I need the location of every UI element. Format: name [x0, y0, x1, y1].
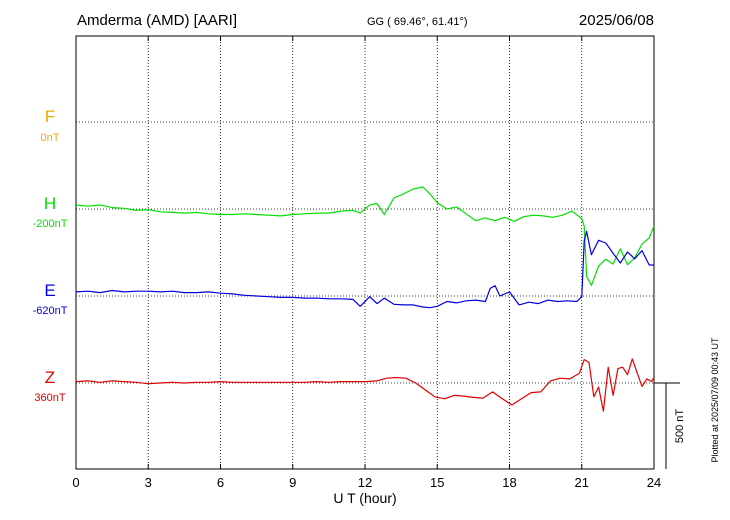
x-tick-label: 6: [217, 475, 224, 490]
scale-bar-label: 500 nT: [674, 409, 686, 444]
component-baseline-f: 0nT: [41, 132, 60, 144]
date-label: 2025/06/08: [579, 12, 654, 29]
x-axis-label: U T (hour): [333, 490, 396, 506]
x-tick-label: 3: [145, 475, 152, 490]
component-labels: F 0nT H -200nT E -620nT Z 360nT: [33, 107, 68, 404]
component-name-f: F: [45, 107, 55, 126]
x-tick-label: 9: [289, 475, 296, 490]
x-axis-ticks: 0 3 6 9 12 15 18 21 24: [72, 36, 661, 490]
trace-z: [75, 358, 655, 412]
component-name-h: H: [44, 194, 56, 213]
component-baseline-e: -620nT: [33, 305, 68, 317]
x-tick-label: 12: [358, 475, 372, 490]
coordinates-label: GG ( 69.46°, 61.41°): [367, 16, 468, 28]
data-traces: [75, 186, 655, 412]
component-baseline-h: -200nT: [33, 218, 68, 230]
x-tick-label: 15: [430, 475, 444, 490]
trace-h: [75, 186, 655, 286]
scale-bar: 500 nT: [654, 382, 686, 469]
x-tick-label: 21: [575, 475, 589, 490]
station-title: Amderma (AMD) [AARI]: [77, 12, 237, 29]
x-tick-label: 18: [502, 475, 516, 490]
x-tick-label: 24: [647, 475, 661, 490]
component-baseline-z: 360nT: [34, 392, 65, 404]
grid-lines: [76, 36, 654, 469]
component-name-z: Z: [45, 368, 55, 387]
component-name-e: E: [44, 281, 55, 300]
plotted-at-note: Plotted at 2025/07/09 00:43 UT: [710, 337, 720, 463]
x-tick-label: 0: [72, 475, 79, 490]
trace-e: [75, 230, 654, 309]
